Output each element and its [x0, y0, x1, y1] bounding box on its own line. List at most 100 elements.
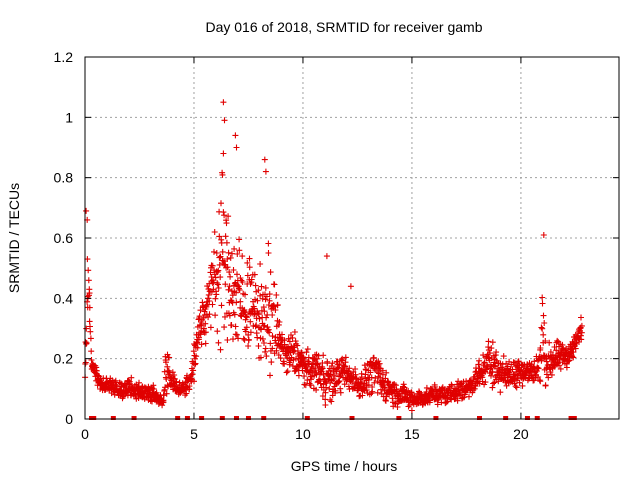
- data-point: [320, 352, 327, 359]
- data-point: [86, 290, 93, 297]
- data-point: [235, 285, 242, 292]
- data-point: [246, 255, 253, 262]
- data-point: [324, 358, 331, 365]
- data-point: [286, 361, 293, 368]
- data-point: [264, 328, 271, 335]
- data-point: [230, 267, 237, 273]
- data-point: [251, 305, 258, 312]
- y-axis-label: SRMTID / TECUs: [6, 183, 22, 293]
- data-point: [215, 339, 222, 346]
- data-point: [257, 261, 264, 267]
- data-point: [85, 267, 92, 274]
- data-point: [331, 372, 338, 379]
- data-point: [359, 392, 366, 399]
- data-point: [83, 325, 90, 332]
- data-point: [485, 354, 492, 361]
- data-point: [551, 363, 558, 370]
- data-point: [244, 272, 251, 279]
- data-point: [329, 360, 336, 367]
- data-point: [367, 369, 374, 376]
- data-point: [273, 347, 280, 354]
- data-point: [333, 368, 340, 375]
- data-point: [234, 271, 240, 278]
- peak-point: [233, 144, 240, 151]
- data-point: [217, 274, 224, 281]
- data-point: [519, 382, 526, 389]
- data-point: [289, 334, 296, 341]
- data-gap-marker: [304, 416, 310, 420]
- data-point: [539, 300, 546, 307]
- data-point: [482, 379, 489, 386]
- data-point: [198, 321, 205, 328]
- data-point: [290, 356, 297, 363]
- data-point: [481, 359, 488, 366]
- data-point: [254, 309, 261, 316]
- data-point: [545, 374, 552, 381]
- data-point: [392, 400, 399, 407]
- data-point: [330, 376, 337, 383]
- data-point: [226, 269, 233, 276]
- data-point: [248, 276, 255, 283]
- data-point: [227, 273, 234, 280]
- data-point: [285, 335, 292, 342]
- data-point: [490, 380, 497, 387]
- data-point: [126, 378, 133, 385]
- data-point: [374, 389, 381, 396]
- data-point: [258, 326, 265, 333]
- data-gap-marker: [571, 416, 577, 420]
- data-gap-markers: [89, 416, 577, 420]
- data-point: [224, 337, 231, 343]
- data-point: [378, 386, 384, 393]
- data-point: [228, 322, 235, 328]
- data-point: [537, 378, 544, 385]
- data-point: [275, 352, 282, 358]
- data-point: [247, 318, 254, 325]
- data-point: [251, 271, 258, 278]
- data-point: [202, 329, 209, 336]
- data-point: [339, 357, 346, 364]
- data-gap-marker: [477, 416, 483, 420]
- data-point: [370, 354, 377, 361]
- data-point: [190, 348, 197, 355]
- data-point: [87, 323, 93, 330]
- data-point: [261, 322, 268, 329]
- data-point: [423, 384, 430, 391]
- data-point: [325, 375, 332, 382]
- y-tick-label: 0.4: [54, 290, 74, 306]
- data-point: [279, 331, 285, 338]
- data-point: [284, 368, 291, 375]
- data-point: [263, 314, 270, 321]
- data-point: [222, 281, 229, 288]
- data-point: [237, 298, 244, 305]
- data-point: [335, 378, 342, 385]
- data-point: [375, 362, 382, 368]
- data-point: [488, 372, 494, 379]
- y-tick-label: 0.8: [54, 170, 74, 186]
- data-point: [229, 250, 235, 257]
- data-point: [254, 297, 261, 304]
- data-point: [268, 359, 275, 366]
- data-gap-marker: [433, 416, 439, 420]
- data-point: [488, 345, 495, 352]
- data-point: [262, 348, 269, 355]
- y-tick-label: 1.2: [54, 49, 74, 65]
- data-point: [513, 384, 520, 391]
- data-point: [245, 336, 252, 343]
- data-point: [369, 388, 376, 395]
- data-point: [234, 251, 241, 257]
- data-point: [487, 350, 493, 357]
- data-point: [246, 264, 253, 271]
- x-axis-label: GPS time / hours: [291, 458, 398, 474]
- data-point: [556, 357, 563, 364]
- data-point: [171, 375, 178, 382]
- data-gap-marker: [110, 416, 116, 420]
- data-point: [543, 358, 550, 365]
- data-point: [376, 370, 382, 377]
- data-point: [82, 359, 89, 366]
- data-point: [216, 233, 223, 240]
- data-point: [305, 354, 312, 361]
- data-point: [332, 387, 339, 394]
- data-point: [578, 329, 585, 336]
- data-point: [272, 307, 279, 313]
- data-point: [269, 333, 276, 340]
